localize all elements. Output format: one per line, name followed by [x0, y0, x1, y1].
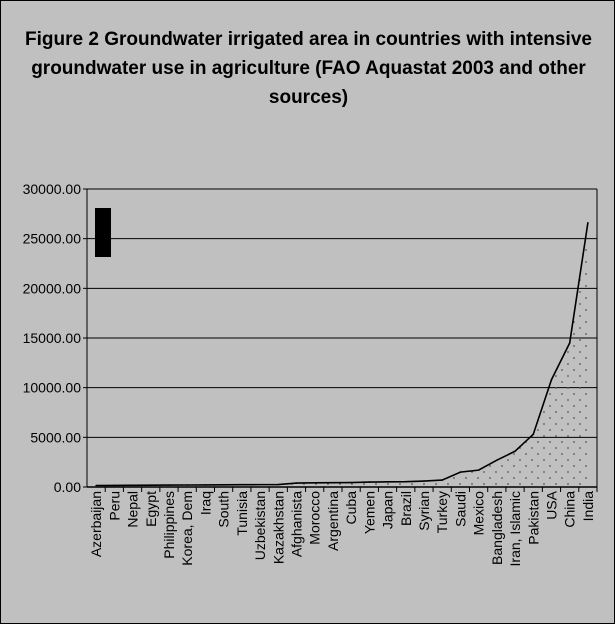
x-tick-label: Egypt: [143, 491, 159, 527]
y-tick-label: 0.00: [54, 479, 81, 495]
x-tick-label: Brazil: [398, 491, 414, 526]
data-point: [386, 481, 389, 483]
x-tick-label: Azerbaijan: [88, 491, 104, 557]
x-tick-label: Argentina: [325, 491, 341, 551]
data-point: [587, 221, 589, 224]
x-tick-label: Morocco: [307, 491, 323, 545]
x-tick-label: Tunisia: [234, 491, 250, 536]
data-point: [459, 471, 462, 473]
x-tick-label: Mexico: [471, 491, 487, 536]
data-point: [332, 481, 334, 484]
data-point: [350, 481, 352, 484]
x-tick-label: Syrian: [416, 491, 432, 531]
x-tick-label: Yemen: [361, 491, 377, 534]
data-point: [222, 484, 225, 486]
x-tick-label: Pakistan: [525, 491, 541, 545]
series-area: [96, 222, 588, 487]
data-point: [313, 482, 316, 484]
x-tick-label: Turkey: [434, 491, 450, 533]
data-point: [423, 480, 425, 482]
x-tick-label: Afghanista: [288, 491, 304, 557]
y-tick-label: 25000.00: [23, 231, 82, 247]
data-point: [532, 433, 535, 436]
data-point: [186, 484, 188, 486]
y-tick-label: 10000.00: [23, 380, 82, 396]
x-tick-label: Iraq: [197, 491, 213, 515]
y-tick-label: 20000.00: [23, 280, 82, 296]
x-tick-label: China: [562, 491, 578, 528]
data-point: [295, 482, 298, 484]
x-tick-label: Saudi: [452, 491, 468, 527]
data-point: [368, 481, 371, 483]
data-point: [113, 484, 116, 487]
x-tick-label: Philippines: [161, 491, 177, 559]
data-point: [204, 484, 207, 486]
y-tick-label: 30000.00: [23, 181, 82, 197]
data-point: [95, 484, 97, 487]
data-point: [441, 479, 443, 481]
data-point: [131, 484, 134, 487]
data-point: [241, 483, 243, 486]
x-tick-label: Korea, Dem: [179, 491, 195, 566]
x-tick-label: Bangladesh: [489, 491, 505, 565]
data-point: [259, 483, 261, 486]
legend-swatch: [95, 208, 111, 257]
y-tick-label: 5000.00: [30, 429, 81, 445]
x-tick-label: India: [580, 491, 596, 522]
x-tick-label: South: [216, 491, 232, 528]
chart-title: Figure 2 Groundwater irrigated area in c…: [25, 29, 592, 108]
data-point: [514, 450, 516, 453]
data-point: [477, 469, 480, 471]
x-tick-label: Uzbekistan: [252, 491, 268, 560]
x-tick-label: Nepal: [125, 491, 141, 528]
data-point: [168, 484, 170, 486]
data-point: [496, 459, 498, 461]
x-tick-label: USA: [543, 490, 559, 519]
data-point: [277, 483, 280, 486]
data-point: [149, 484, 152, 487]
data-point: [568, 342, 571, 344]
data-point: [550, 378, 553, 381]
x-tick-label: Peru: [106, 491, 122, 521]
x-tick-label: Iran, Islamic: [507, 491, 523, 566]
y-tick-label: 15000.00: [23, 330, 82, 346]
series-line: [96, 222, 589, 487]
x-tick-label: Japan: [380, 491, 396, 529]
x-tick-label: Kazakhstan: [270, 491, 286, 564]
x-tick-label: Cuba: [343, 491, 359, 525]
data-point: [404, 480, 407, 483]
